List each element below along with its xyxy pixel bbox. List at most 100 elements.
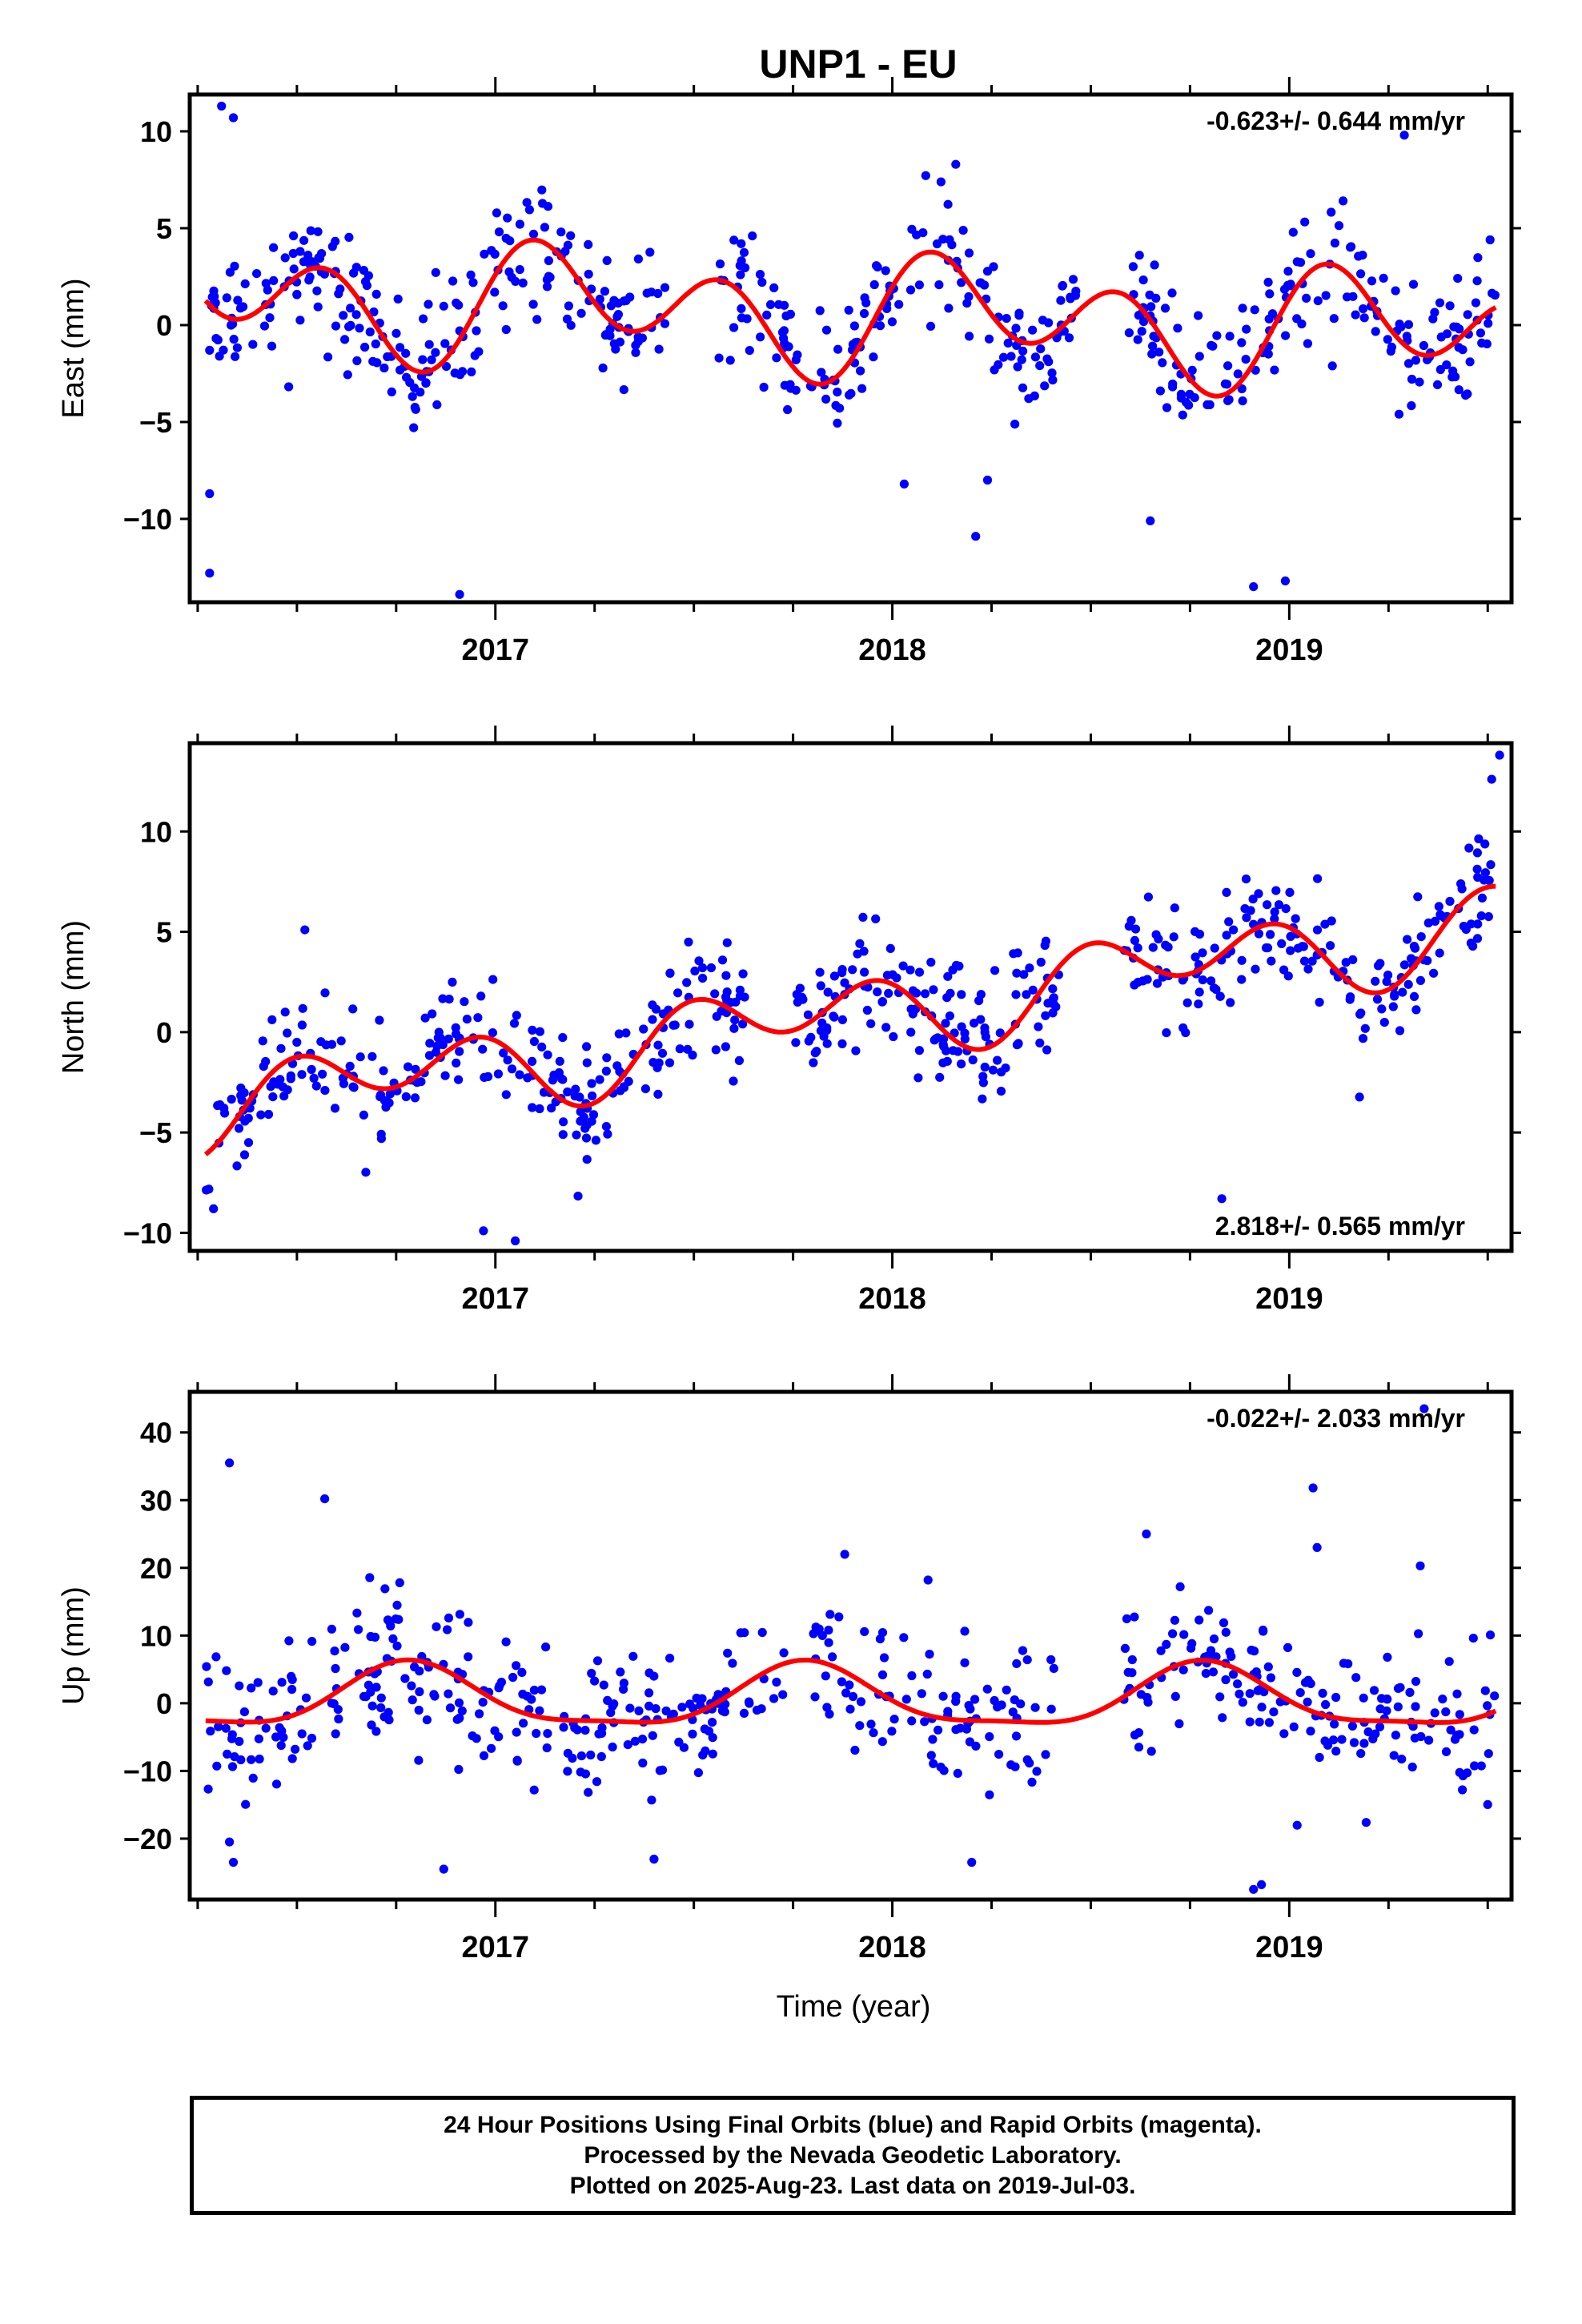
data-point xyxy=(860,1626,869,1636)
data-point xyxy=(1441,1707,1451,1717)
data-point xyxy=(1237,955,1247,965)
data-point xyxy=(814,1624,824,1634)
data-point xyxy=(1150,260,1159,270)
data-point xyxy=(655,1766,665,1775)
data-point xyxy=(1411,1677,1421,1687)
data-point xyxy=(1349,1738,1359,1747)
data-point xyxy=(1411,1005,1421,1015)
data-point xyxy=(606,1708,616,1718)
data-point xyxy=(685,1699,695,1709)
data-point xyxy=(331,1663,340,1674)
data-point xyxy=(1194,311,1203,320)
data-point xyxy=(1217,1194,1227,1204)
data-point xyxy=(908,986,918,995)
data-point xyxy=(1035,361,1045,371)
data-point xyxy=(584,269,593,279)
data-point xyxy=(391,328,401,338)
data-point xyxy=(1345,995,1355,1004)
data-point xyxy=(935,1072,945,1082)
data-point xyxy=(283,1028,292,1038)
data-point xyxy=(247,1683,256,1693)
data-point xyxy=(1321,1699,1331,1710)
data-point xyxy=(1242,913,1251,923)
data-point xyxy=(503,1055,512,1065)
data-point xyxy=(613,299,623,308)
data-point xyxy=(637,1735,648,1744)
data-point xyxy=(844,305,853,315)
data-point xyxy=(1303,964,1313,974)
data-point xyxy=(392,1641,402,1651)
data-point xyxy=(694,956,704,966)
data-point xyxy=(957,1022,966,1031)
data-point xyxy=(488,975,498,984)
data-point xyxy=(938,1691,948,1701)
data-point xyxy=(677,1703,687,1712)
data-point xyxy=(1051,1002,1061,1011)
data-point xyxy=(744,1697,754,1707)
data-point xyxy=(885,943,895,953)
data-point xyxy=(1036,344,1046,354)
data-point xyxy=(1293,943,1303,953)
data-point xyxy=(1371,1729,1380,1739)
data-point xyxy=(528,229,539,239)
data-point xyxy=(1313,296,1323,306)
data-point xyxy=(248,340,258,349)
data-point xyxy=(644,1701,654,1711)
data-point xyxy=(966,1704,975,1714)
data-point xyxy=(736,1628,745,1638)
data-point xyxy=(1012,968,1022,978)
data-point xyxy=(230,1752,239,1762)
data-point xyxy=(300,925,310,935)
data-point xyxy=(344,322,354,332)
data-point xyxy=(957,990,966,999)
data-point xyxy=(542,282,552,292)
data-point xyxy=(280,253,290,263)
data-point xyxy=(644,1688,654,1698)
data-point xyxy=(964,248,974,258)
data-point xyxy=(1367,276,1377,286)
data-point xyxy=(1178,1665,1188,1675)
data-point xyxy=(877,1737,887,1747)
data-point xyxy=(472,326,481,336)
y-tick-label: 30 xyxy=(140,1484,172,1517)
data-point xyxy=(1014,308,1024,318)
data-point xyxy=(1227,1651,1236,1661)
data-point xyxy=(319,269,329,279)
data-point xyxy=(314,253,323,263)
data-point xyxy=(1320,919,1330,929)
x-tick-label: 2019 xyxy=(1255,1931,1323,1964)
data-point xyxy=(872,261,881,271)
data-point xyxy=(821,394,831,404)
data-point xyxy=(675,1044,685,1054)
data-point xyxy=(1245,1717,1255,1727)
data-point xyxy=(542,1743,552,1753)
data-point xyxy=(601,1122,612,1132)
data-point xyxy=(295,316,305,325)
data-point xyxy=(1018,346,1028,356)
data-point xyxy=(1480,839,1490,849)
data-point xyxy=(529,1785,539,1795)
data-point xyxy=(1025,963,1034,973)
data-point xyxy=(980,1062,990,1072)
data-point xyxy=(511,1236,520,1246)
data-point xyxy=(833,388,842,397)
data-point xyxy=(721,1042,731,1051)
data-point xyxy=(519,1719,528,1728)
data-point xyxy=(815,967,825,977)
data-point xyxy=(985,1732,994,1742)
data-point xyxy=(962,1724,971,1734)
data-point xyxy=(544,255,554,266)
data-point xyxy=(271,1732,281,1742)
data-point xyxy=(327,1624,336,1634)
data-point xyxy=(366,1687,375,1697)
data-point xyxy=(265,313,275,323)
data-point xyxy=(535,1104,544,1114)
data-point xyxy=(833,418,842,428)
data-point xyxy=(267,1015,277,1024)
data-point xyxy=(287,1754,297,1763)
data-point xyxy=(529,1685,540,1695)
data-point xyxy=(1302,293,1311,303)
data-point xyxy=(395,1578,404,1587)
data-point xyxy=(1255,1717,1264,1727)
data-point xyxy=(684,937,693,947)
